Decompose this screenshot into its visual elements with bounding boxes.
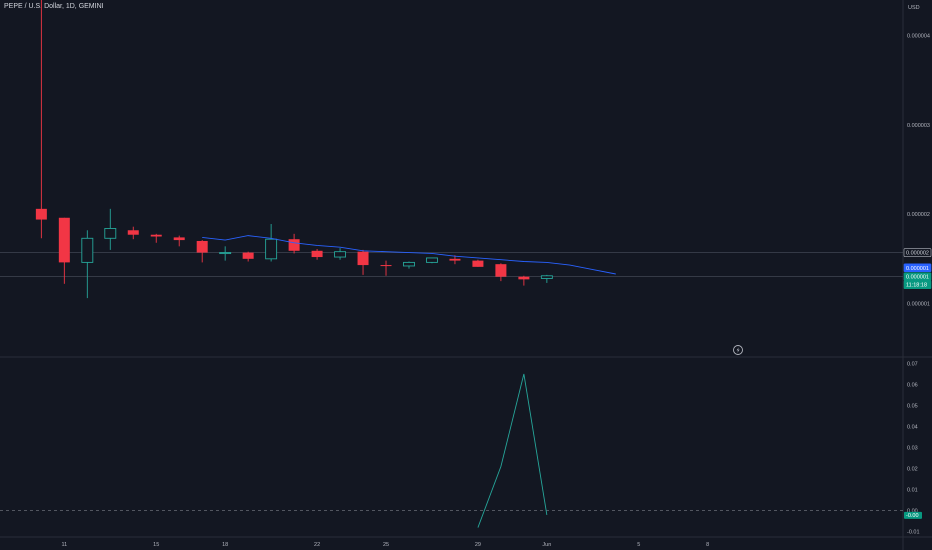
candle-body	[357, 251, 369, 266]
price-tick-label: 0.000001	[907, 301, 930, 307]
time-tick-label: 29	[475, 542, 481, 548]
candle[interactable]	[449, 255, 461, 265]
price-axis-currency: USD	[908, 5, 920, 11]
time-tick-label: 15	[153, 542, 159, 548]
candle[interactable]	[357, 249, 369, 275]
candle[interactable]	[334, 248, 347, 260]
oscillator-value-badge	[904, 511, 922, 519]
oscillator-tick-label: 0.06	[907, 383, 918, 389]
time-tick-label: 11	[61, 542, 67, 548]
price-badge-box	[903, 280, 932, 290]
candle-body	[334, 251, 347, 258]
price-badge: 0.000002	[903, 248, 932, 257]
candle-body	[380, 265, 392, 267]
candle[interactable]	[380, 260, 392, 276]
candle[interactable]	[472, 259, 484, 267]
candle[interactable]	[173, 235, 185, 247]
candle-body	[104, 228, 117, 239]
candle[interactable]	[265, 224, 278, 262]
candle[interactable]	[518, 275, 530, 286]
oscillator-tick-label: 0.04	[907, 425, 918, 431]
candle-body	[196, 240, 208, 253]
price-pane[interactable]: 0.000004 0.000003 0.000002 0.000001 0.000002…	[0, 0, 932, 307]
candle-body	[173, 237, 185, 241]
time-axis[interactable]: 11 15 18 22 25 29 Jun 5 8	[61, 542, 709, 548]
candle-body	[81, 237, 94, 263]
chart-title: PEPE / U.S. Dollar, 1D, GEMINI	[4, 3, 104, 10]
candle[interactable]	[495, 263, 507, 282]
candle-body	[311, 250, 323, 258]
oscillator-value-label: -0.00	[906, 513, 919, 519]
candle-body	[403, 261, 415, 267]
candle-body	[540, 275, 553, 279]
price-badge-box	[903, 248, 932, 257]
oscillator-tick-label: 0.01	[907, 488, 918, 494]
event-marker[interactable]	[733, 345, 743, 355]
time-tick-label: 5	[637, 542, 640, 548]
candle-body	[495, 264, 507, 277]
candle[interactable]	[311, 249, 323, 260]
oscillator-tick-label: 0.03	[907, 446, 918, 452]
price-badge: 0.000001	[903, 272, 932, 281]
candle-body	[426, 257, 438, 263]
candle[interactable]	[219, 246, 232, 261]
candle-body	[518, 276, 530, 280]
oscillator-tick-label: 0.00	[907, 509, 918, 515]
candle[interactable]	[403, 261, 415, 269]
candle-body	[58, 217, 70, 263]
time-tick-label: 25	[383, 542, 389, 548]
oscillator-line	[477, 373, 548, 528]
candle-body	[127, 230, 139, 235]
candle[interactable]	[58, 217, 70, 284]
candle[interactable]	[196, 240, 208, 263]
time-tick-label: Jun	[542, 542, 551, 548]
candle[interactable]	[426, 257, 438, 264]
time-tick-label: 8	[706, 542, 709, 548]
price-badge-label: 0.000002	[906, 251, 929, 257]
oscillator-tick-label: -0.01	[907, 530, 920, 536]
time-tick-label: 18	[222, 542, 228, 548]
candle[interactable]	[242, 251, 254, 262]
oscillator-tick-label: 0.07	[907, 361, 918, 367]
price-badge: 11:18:18	[903, 280, 932, 290]
candle[interactable]	[150, 233, 162, 243]
candle-body	[288, 239, 300, 251]
moving-average-line	[202, 235, 616, 275]
candle-body	[449, 258, 461, 261]
oscillator-pane[interactable]: 0.07 0.06 0.05 0.04 0.03 0.02 0.01 0.00 -0.01 -0.…	[0, 361, 922, 536]
oscillator-tick-label: 0.02	[907, 467, 918, 473]
price-badge-label: 11:18:18	[906, 283, 927, 289]
candle-body	[242, 252, 254, 259]
candle[interactable]	[104, 208, 117, 250]
candle-body	[265, 238, 278, 260]
candle-body	[150, 234, 162, 237]
time-tick-label: 22	[314, 542, 320, 548]
price-tick-label: 0.000004	[907, 34, 930, 40]
price-tick-label: 0.000003	[907, 123, 930, 129]
price-badge-label: 0.000001	[906, 266, 929, 272]
candle-body	[219, 252, 232, 255]
candle[interactable]	[81, 230, 94, 299]
price-tick-label: 0.000002	[907, 212, 930, 218]
lightning-bolt	[736, 347, 740, 353]
candle[interactable]	[540, 274, 553, 283]
oscillator-tick-label: 0.05	[907, 404, 918, 410]
price-badge-label: 0.000001	[906, 275, 929, 281]
candle[interactable]	[35, 0, 47, 239]
candle[interactable]	[127, 226, 139, 240]
candle[interactable]	[288, 233, 300, 254]
price-badge-box	[903, 263, 932, 273]
candle-body	[35, 208, 47, 220]
price-badge: 0.000001	[903, 263, 932, 273]
candle-body	[472, 260, 484, 267]
